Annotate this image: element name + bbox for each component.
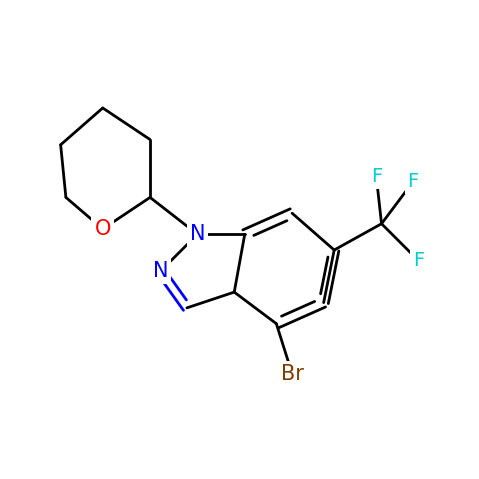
- Text: F: F: [408, 172, 419, 191]
- Text: O: O: [94, 219, 111, 239]
- Text: F: F: [413, 251, 424, 270]
- Text: N: N: [190, 224, 205, 244]
- Text: Br: Br: [281, 364, 304, 384]
- Text: F: F: [371, 167, 382, 186]
- Text: N: N: [153, 261, 168, 281]
